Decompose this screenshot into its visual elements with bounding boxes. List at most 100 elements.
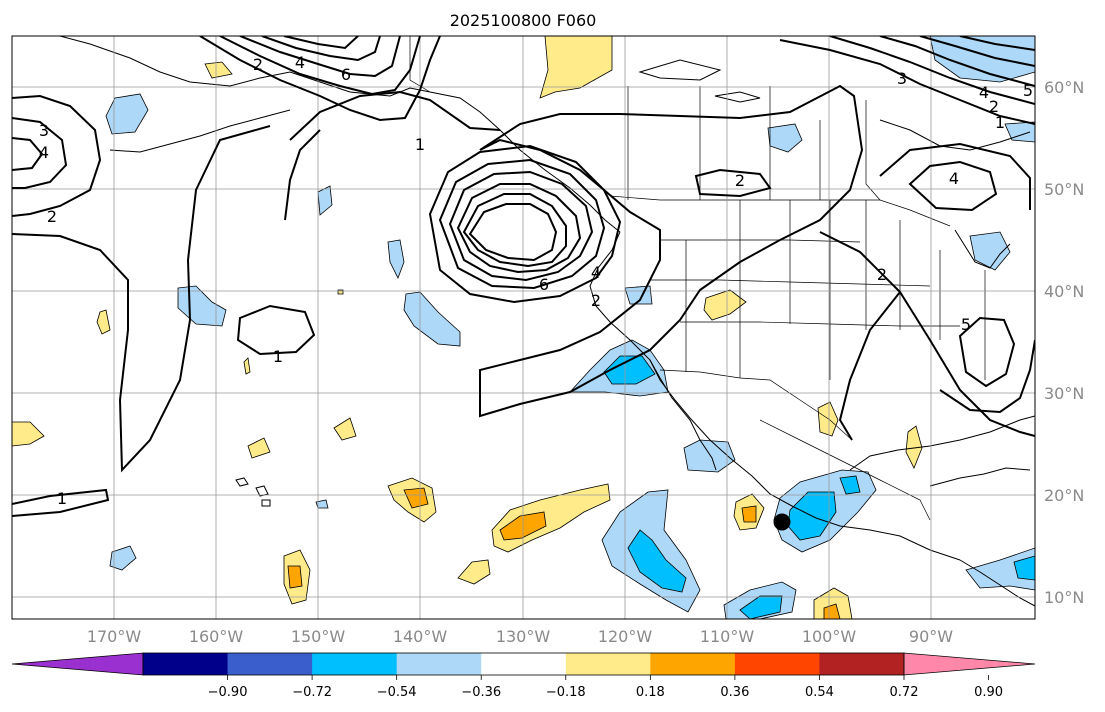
contour-gulf-1b (284, 129, 321, 221)
neg-area-caribbean (965, 547, 1035, 591)
pos-area-rockies (703, 289, 747, 321)
contour-label-2-west: 2 (47, 207, 57, 226)
border-states-row1 (660, 239, 861, 243)
colorbar-tick-label: 0.36 (720, 685, 749, 700)
contour-gulf-1 (289, 90, 501, 141)
colorbar-segment (650, 653, 736, 675)
coastlines (59, 36, 1035, 607)
contour-4-east-low (908, 160, 998, 212)
contour-label-6-high: 6 (539, 275, 549, 294)
colorbar-segment (819, 653, 905, 675)
lon-label-90w: 90°W (909, 627, 953, 646)
contour-high-5 (462, 193, 567, 268)
lon-label-100w: 100°W (802, 627, 857, 646)
border-alaska-canada (409, 36, 431, 93)
contour-1-main (479, 84, 864, 418)
coast-alaska (59, 36, 431, 97)
colorbar-segment (565, 653, 651, 675)
colorbar-tick-label: −0.18 (546, 685, 586, 700)
pos-area-npac-b (243, 357, 251, 375)
contour-label-3-west: 3 (39, 121, 49, 140)
contour-2-lobe (694, 168, 772, 198)
pos-area-npac-c (333, 417, 357, 441)
pos-area-south-core (823, 603, 841, 619)
colorbar-tick-label: 0.54 (805, 685, 834, 700)
contour-label-1-gulf: 1 (415, 135, 425, 154)
lat-label-30n: 30°N (1044, 384, 1084, 403)
lon-label-120w: 120°W (598, 627, 653, 646)
neg-area-tiny (315, 499, 329, 509)
neg-area-bering (105, 93, 149, 135)
pos-area-npac-d (247, 437, 271, 459)
neg-area-east-pac2-core (739, 595, 783, 619)
contour-label-2-ne: 2 (989, 97, 999, 116)
colorbar-tick-label: 0.18 (636, 685, 665, 700)
contour-ne-2 (829, 36, 1035, 105)
neg-area-hawaii (109, 545, 137, 571)
neg-area-east-pac1-core (627, 529, 687, 593)
colorbar-tick-label: −0.36 (461, 685, 501, 700)
contour-2-east (819, 231, 1035, 437)
neg-area-npac3 (403, 291, 461, 347)
coast-canada-islands2 (714, 91, 761, 103)
pos-area-south (813, 587, 853, 619)
contour-npac-long (12, 125, 271, 473)
lat-label-20n: 20°N (1044, 486, 1084, 505)
contour-high-3 (448, 170, 594, 282)
contour-label-5-se: 5 (961, 315, 971, 334)
pos-area-npac-e-core (403, 487, 429, 509)
lon-label-160w: 160°W (189, 627, 244, 646)
neg-area-great-lakes (969, 231, 1011, 271)
pos-area-canada-north (539, 36, 613, 99)
pos-area-hawaii-south-core (287, 565, 303, 589)
longitude-labels: 170°W 160°W 150°W 140°W 130°W 120°W 110°… (87, 627, 953, 646)
contour-label-3-ne: 3 (897, 69, 907, 88)
lon-label-110w: 110°W (700, 627, 755, 646)
contour-high-1 (428, 144, 622, 304)
lat-label-50n: 50°N (1044, 180, 1084, 199)
colorbar-segment (227, 653, 313, 675)
colorbar-frame (142, 652, 905, 676)
neg-area-mexico-core2 (839, 475, 861, 495)
contour-ne-5 (959, 36, 1035, 51)
coast-hawaii3 (261, 499, 271, 507)
pos-area-npac-a (96, 309, 111, 335)
coast-gulf (849, 415, 1035, 471)
contour-alaska-low-3 (239, 36, 401, 78)
colorbar-tick-label: −0.72 (292, 685, 332, 700)
contour-high-2 (438, 158, 606, 290)
neg-area-caribbean-core (1013, 555, 1035, 581)
contour-alaska-low-2 (219, 36, 421, 96)
border-us-mexico (659, 369, 853, 441)
neg-area-npac1 (387, 239, 405, 279)
border-us-canada (609, 195, 951, 227)
contour-5-southeast (958, 316, 1016, 388)
lat-label-40n: 40°N (1044, 282, 1084, 301)
latitude-labels: 60°N 50°N 40°N 30°N 20°N 10°N (1044, 78, 1084, 607)
contour-lines (12, 36, 1035, 517)
colorbar-extend-right (903, 652, 1036, 676)
colorbar-tick-label: −0.90 (208, 685, 248, 700)
contour-3-east (879, 142, 1031, 210)
contour-label-2-alaska: 2 (253, 55, 263, 74)
coast-yucatan (929, 467, 1031, 487)
lat-label-10n: 10°N (1044, 588, 1084, 607)
contour-ne-1 (779, 39, 1035, 125)
contour-label-4-high: 4 (591, 263, 601, 282)
contour-label-4-east: 4 (949, 169, 959, 188)
contour-label-1-south: 1 (57, 489, 67, 508)
contour-high-4 (456, 183, 582, 274)
coast-hawaii1 (235, 477, 249, 487)
map-title: 2025100800 F060 (450, 11, 597, 30)
pos-area-mex-coast-core (741, 505, 757, 523)
colorbar-segment (396, 653, 482, 675)
contour-label-2-lobe: 2 (735, 171, 745, 190)
contour-label-4-alaska: 4 (295, 53, 305, 72)
contour-label-4-west: 4 (39, 143, 49, 162)
coast-hudson (879, 119, 1031, 151)
contour-npac-west-trough (12, 94, 102, 217)
map-panel: 3 4 2 1 1 1 6 4 2 2 4 5 3 2 4 1 5 4 6 2 (11, 35, 1036, 620)
border-canada-prov5 (865, 100, 881, 201)
contour-npac-west-2 (12, 117, 68, 189)
